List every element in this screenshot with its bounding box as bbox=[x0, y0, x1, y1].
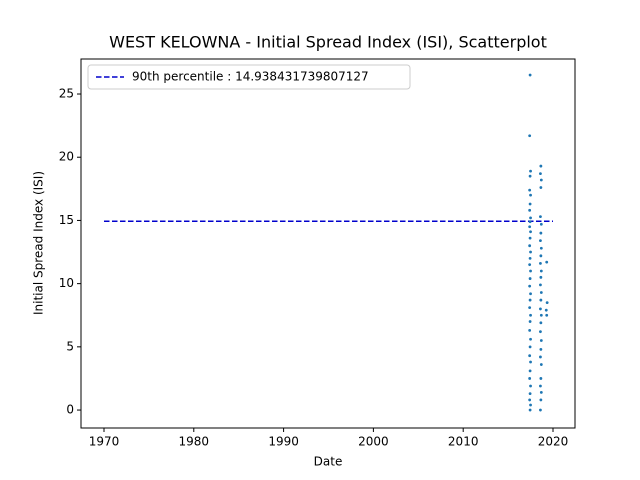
point bbox=[539, 172, 542, 176]
point bbox=[528, 244, 532, 248]
point bbox=[528, 320, 532, 323]
chart-title: WEST KELOWNA - Initial Spread Index (ISI… bbox=[109, 33, 547, 52]
x-tick-label: 1970 bbox=[89, 435, 120, 449]
point bbox=[539, 215, 542, 219]
point bbox=[539, 231, 543, 235]
point bbox=[539, 254, 543, 258]
point bbox=[539, 298, 543, 302]
point bbox=[539, 408, 542, 412]
point bbox=[529, 337, 532, 341]
point bbox=[539, 377, 543, 380]
y-tick-label: 0 bbox=[66, 403, 74, 417]
point bbox=[528, 354, 532, 358]
point bbox=[528, 298, 532, 302]
legend-box bbox=[87, 64, 411, 90]
point bbox=[539, 275, 543, 279]
point bbox=[539, 291, 543, 294]
point bbox=[544, 308, 548, 312]
point bbox=[528, 188, 532, 192]
point bbox=[528, 220, 532, 224]
y-tick-label: 15 bbox=[59, 213, 74, 227]
point bbox=[528, 345, 532, 349]
plot-frame bbox=[80, 58, 576, 429]
x-tick-label: 2020 bbox=[538, 435, 569, 449]
point bbox=[528, 174, 532, 178]
point bbox=[529, 403, 532, 407]
point bbox=[528, 284, 532, 288]
point bbox=[528, 256, 532, 260]
point bbox=[529, 313, 532, 317]
point bbox=[539, 164, 543, 168]
point bbox=[528, 306, 532, 310]
point bbox=[528, 369, 532, 373]
point bbox=[529, 360, 532, 364]
point bbox=[539, 178, 543, 182]
x-tick-label: 2000 bbox=[358, 435, 389, 449]
y-axis-label: Initial Spread Index (ISI) bbox=[32, 171, 46, 315]
point bbox=[528, 208, 532, 212]
point bbox=[528, 236, 532, 240]
point bbox=[529, 250, 532, 254]
point bbox=[539, 384, 542, 388]
point bbox=[528, 377, 532, 380]
y-tick-label: 20 bbox=[59, 150, 74, 164]
point bbox=[528, 398, 532, 402]
point bbox=[528, 277, 532, 280]
point bbox=[528, 408, 532, 412]
point bbox=[539, 186, 543, 189]
point bbox=[528, 225, 532, 229]
point bbox=[528, 202, 532, 206]
legend-label: 90th percentile : 14.938431739807127 bbox=[132, 70, 369, 84]
point bbox=[529, 292, 532, 296]
point bbox=[545, 301, 549, 304]
point bbox=[539, 355, 542, 359]
point bbox=[539, 269, 543, 273]
point bbox=[528, 134, 532, 138]
point bbox=[539, 347, 543, 351]
point bbox=[545, 260, 549, 264]
point bbox=[529, 193, 532, 197]
point bbox=[529, 230, 532, 234]
x-tick-label: 1980 bbox=[179, 435, 210, 449]
point bbox=[539, 321, 543, 325]
point bbox=[539, 246, 543, 250]
y-tick-label: 10 bbox=[59, 276, 74, 290]
x-tick-label: 1990 bbox=[268, 435, 299, 449]
x-axis-label: Date bbox=[314, 455, 343, 469]
point bbox=[539, 363, 543, 366]
point bbox=[529, 384, 532, 388]
x-tick-label: 2010 bbox=[448, 435, 479, 449]
point bbox=[528, 73, 532, 77]
point bbox=[539, 262, 542, 265]
point bbox=[529, 216, 532, 220]
point bbox=[539, 313, 543, 317]
point bbox=[529, 269, 532, 273]
point bbox=[539, 239, 542, 243]
point bbox=[528, 329, 532, 332]
point bbox=[529, 169, 532, 173]
point bbox=[539, 283, 542, 287]
y-tick-label: 5 bbox=[66, 339, 74, 353]
point bbox=[539, 307, 542, 311]
point bbox=[528, 392, 532, 396]
point bbox=[528, 263, 532, 267]
point bbox=[539, 222, 543, 226]
point bbox=[539, 390, 543, 394]
y-tick-label: 25 bbox=[59, 87, 74, 101]
point bbox=[545, 313, 549, 317]
point bbox=[539, 398, 543, 402]
point bbox=[539, 330, 542, 334]
point bbox=[539, 339, 543, 342]
